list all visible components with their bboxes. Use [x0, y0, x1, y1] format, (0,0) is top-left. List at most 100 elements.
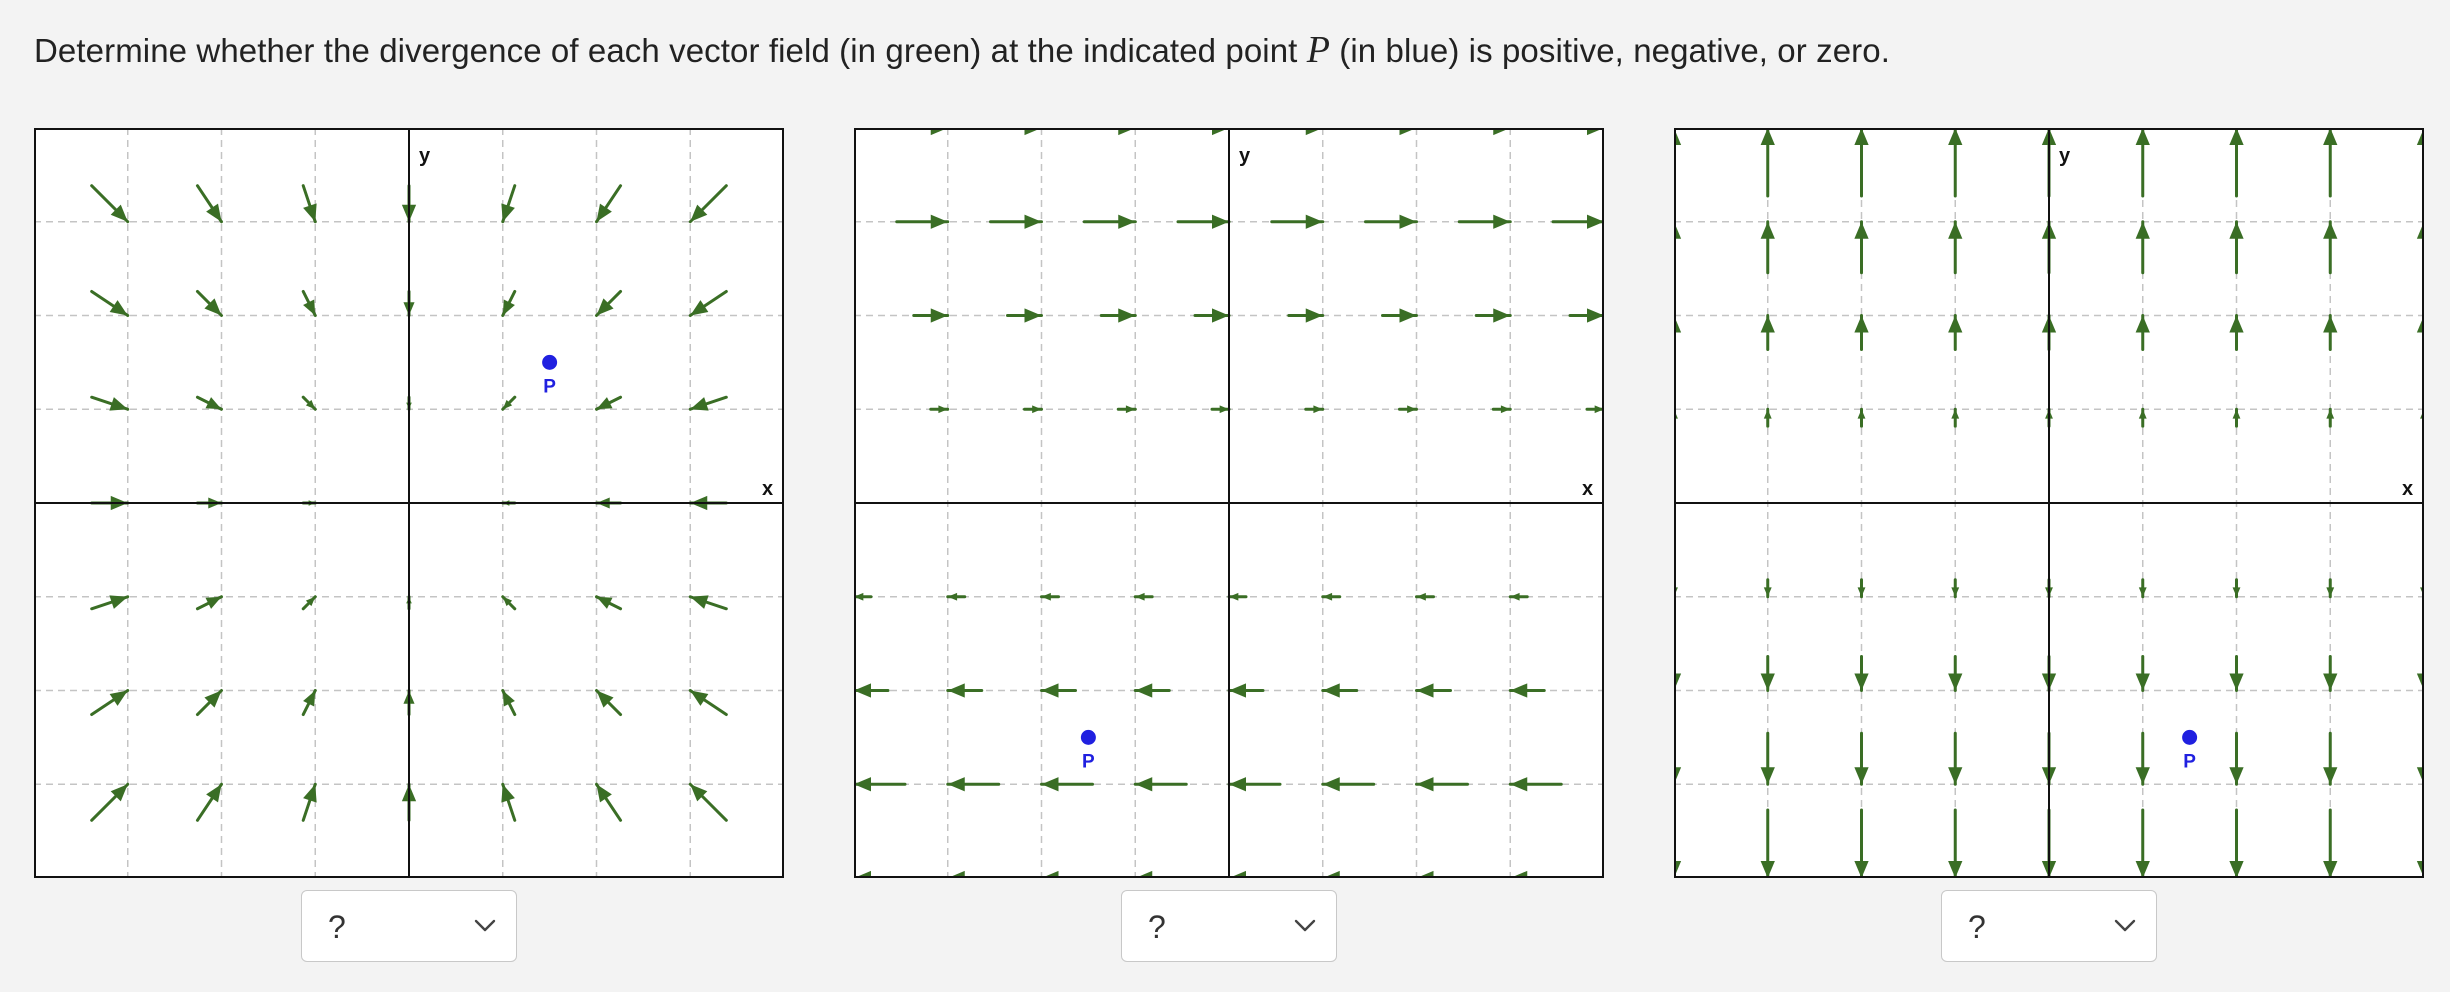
vector-arrowhead [2323, 128, 2338, 145]
vector-arrowhead [206, 203, 222, 222]
vector-arrowhead [109, 300, 128, 316]
vector-arrows [854, 128, 1604, 878]
vector-arrowhead [690, 784, 708, 802]
vector-arrowhead [1951, 587, 1960, 597]
plot-frame [1674, 128, 2424, 878]
vector-arrowhead [1948, 767, 1963, 785]
vector-arrowhead [1229, 777, 1246, 792]
vector-arrowhead [305, 399, 316, 410]
vector-arrowhead [1854, 315, 1869, 333]
vector-arrowhead [1760, 767, 1775, 785]
vector-arrowhead [1587, 308, 1604, 323]
vector-arrowhead [1399, 214, 1417, 229]
vector-arrowhead [2229, 767, 2244, 785]
vector-arrowhead [1407, 405, 1417, 414]
vector-arrowhead [501, 784, 515, 803]
vector-arrowhead [1313, 405, 1323, 414]
vector-arrowhead [1118, 308, 1136, 323]
chevron-down-icon [2114, 919, 2136, 932]
graph-3-panel: x y P [1674, 128, 2424, 878]
plot-frame [34, 128, 784, 878]
vector-arrowhead [1857, 587, 1866, 597]
vector-arrowhead [1948, 673, 1963, 691]
vector-arrowhead [947, 777, 965, 792]
vector-arrowhead [110, 784, 128, 802]
vector-arrowhead [2323, 673, 2338, 691]
vector-arrowhead [690, 690, 709, 706]
vector-arrowhead [930, 308, 948, 323]
vector-arrows [34, 128, 784, 878]
vector-arrowhead [1305, 308, 1323, 323]
vector-arrowhead [1125, 405, 1136, 414]
vector-arrowhead [1760, 673, 1775, 691]
question-prompt: Determine whether the divergence of each… [34, 28, 1890, 72]
vector-arrowhead [1032, 405, 1042, 414]
vector-arrowhead [854, 683, 871, 698]
graph-3-answer-dropdown[interactable]: ? [1941, 890, 2157, 962]
vector-arrowhead [205, 596, 222, 609]
graph-1-answer-value: ? [328, 909, 346, 945]
vector-arrowhead [501, 203, 515, 222]
vector-arrowhead [2326, 409, 2335, 419]
vector-arrowhead [1229, 683, 1246, 698]
vector-arrowhead [1212, 214, 1229, 229]
chevron-down-icon [474, 919, 496, 932]
question-text-before: Determine whether the divergence of each… [34, 32, 1307, 69]
vector-arrowhead [1500, 405, 1511, 414]
vector-arrowhead [930, 214, 948, 229]
vector-arrowhead [502, 596, 513, 607]
vector-arrowhead [1854, 767, 1869, 785]
vector-arrowhead [2135, 673, 2150, 691]
vector-arrowhead [1510, 683, 1528, 698]
vector-arrowhead [1135, 683, 1153, 698]
vector-arrowhead [2135, 861, 2150, 878]
x-axis-label: x [1582, 478, 1593, 500]
vector-arrowhead [502, 399, 513, 410]
vector-arrowhead [109, 397, 128, 411]
point-p-marker [1080, 729, 1096, 745]
point-p-label: P [1082, 751, 1095, 772]
vector-arrowhead [947, 683, 965, 698]
vector-arrowhead [690, 397, 709, 411]
point-p-label: P [2183, 751, 2196, 772]
vector-arrowhead [303, 203, 317, 222]
vector-arrowhead [1510, 592, 1520, 601]
vector-arrowhead [1854, 673, 1869, 691]
vector-arrowhead [2229, 221, 2244, 239]
vector-arrowhead [2138, 409, 2147, 419]
vector-arrowhead [502, 690, 515, 707]
point-p-marker [542, 354, 558, 370]
graph-3-vector-field-plot: x y P [1674, 128, 2424, 878]
graph-2-answer-dropdown[interactable]: ? [1121, 890, 1337, 962]
vector-arrowhead [690, 595, 709, 609]
graph-2-vector-field-plot: x y P [854, 128, 1604, 878]
vector-arrowhead [2135, 128, 2150, 145]
vector-arrowhead [596, 690, 614, 708]
vector-arrowhead [596, 784, 612, 803]
vector-arrowhead [2135, 767, 2150, 785]
vector-arrowhead [1493, 308, 1511, 323]
vector-arrowhead [109, 595, 128, 609]
vector-arrowhead [596, 298, 614, 316]
vector-arrowhead [2229, 673, 2244, 691]
vector-arrowhead [1760, 861, 1775, 878]
vector-arrowhead [1948, 315, 1963, 333]
vector-arrowhead [2323, 221, 2338, 239]
vector-arrowhead [938, 405, 948, 414]
vector-arrowhead [2323, 861, 2338, 878]
graph-1-answer-dropdown[interactable]: ? [301, 890, 517, 962]
vector-arrowhead [596, 596, 613, 609]
vector-arrowhead [1760, 315, 1775, 333]
vector-arrowhead [2323, 767, 2338, 785]
vector-arrowhead [1322, 777, 1340, 792]
plot-frame [854, 128, 1604, 878]
vector-arrowhead [1857, 409, 1866, 419]
y-axis-label: y [419, 145, 431, 167]
vector-arrowhead [1416, 592, 1426, 601]
vector-arrowhead [205, 397, 222, 410]
graph-2-answer-value: ? [1148, 909, 1166, 945]
vector-arrowhead [1024, 308, 1042, 323]
graph-1-panel: x y P [34, 128, 784, 878]
vector-arrowhead [305, 596, 316, 607]
